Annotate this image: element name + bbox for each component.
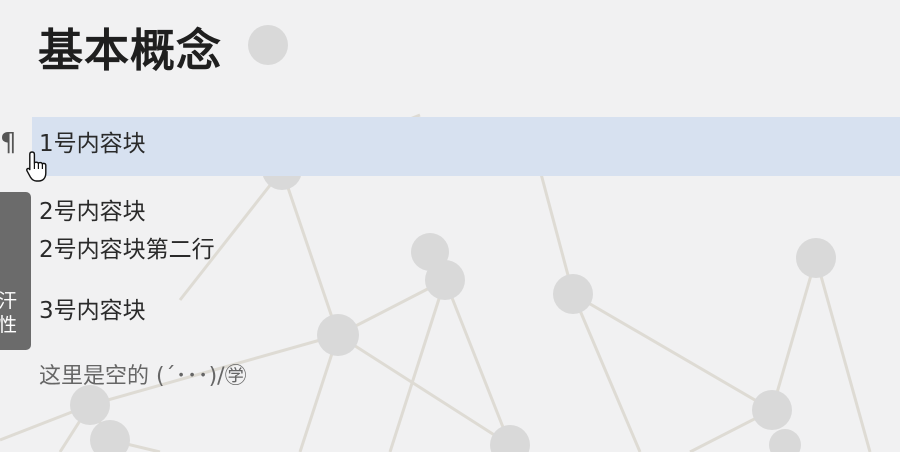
hand-pointer-icon <box>26 151 47 182</box>
content-block-3[interactable]: 3号内容块 <box>39 292 146 330</box>
side-panel-tab[interactable]: 汗 性 <box>0 192 31 350</box>
content-block-1-text: 1号内容块 <box>39 131 146 157</box>
content-block-1[interactable]: 1号内容块 <box>32 117 900 176</box>
page-title: 基本概念 <box>38 24 223 77</box>
content-block-2-line-2: 2号内容块第二行 <box>39 237 215 263</box>
paragraph-handle-icon[interactable]: ¶ <box>0 128 17 158</box>
content-block-2-line-1: 2号内容块 <box>39 199 146 225</box>
side-tab-text-line1: 汗 <box>0 290 17 312</box>
content-block-3-text: 3号内容块 <box>39 298 146 324</box>
empty-placeholder-text: 这里是空的 (´･･･)/㊫ <box>39 364 247 389</box>
content-block-2[interactable]: 2号内容块 2号内容块第二行 <box>39 193 215 269</box>
side-tab-text-line2: 性 <box>0 314 17 336</box>
